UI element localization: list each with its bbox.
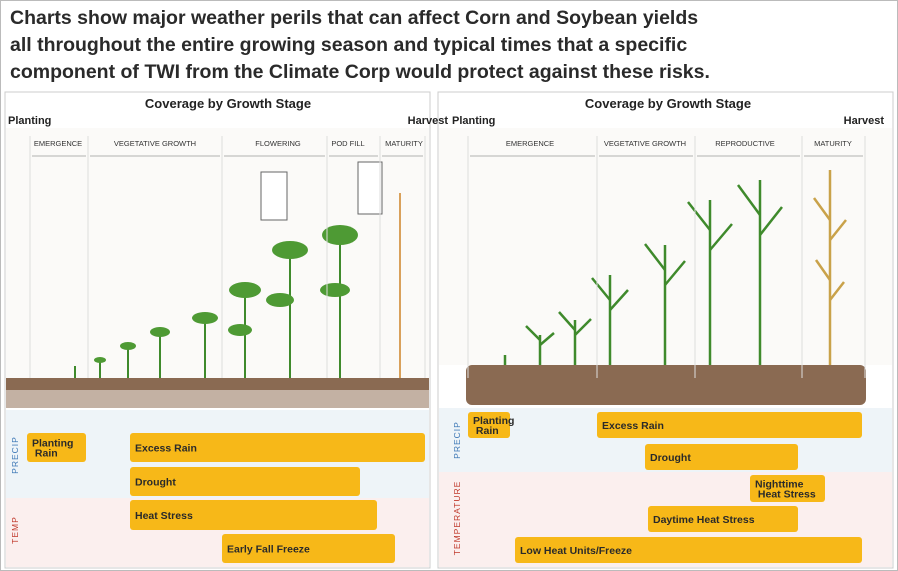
risk-label: Low Heat Units/Freeze xyxy=(520,545,632,557)
group-label: PRECIP xyxy=(10,436,20,474)
stage-label: EMERGENCE xyxy=(34,139,82,148)
start-label: Planting xyxy=(8,115,51,127)
stage-label: VEGETATIVE GROWTH xyxy=(114,139,196,148)
header-line: all throughout the entire growing season… xyxy=(10,34,687,56)
group-label: TEMPERATURE xyxy=(452,481,462,556)
stage-label: VEGETATIVE GROWTH xyxy=(604,139,686,148)
inset xyxy=(261,172,287,220)
risk-label: Excess Rain xyxy=(135,443,197,455)
stage-label: REPRODUCTIVE xyxy=(715,139,775,148)
inset xyxy=(358,162,382,214)
soil-shade xyxy=(6,390,429,408)
stage-label: EMERGENCE xyxy=(506,139,554,148)
soil xyxy=(466,365,866,405)
page: Charts show major weather perils that ca… xyxy=(0,0,898,571)
stage-label: MATURITY xyxy=(385,139,423,148)
panel-title: Coverage by Growth Stage xyxy=(585,96,751,111)
group-label: PRECIP xyxy=(452,421,462,459)
risk-label: Early Fall Freeze xyxy=(227,544,310,556)
group-label: TEMP xyxy=(10,516,20,544)
panel-title: Coverage by Growth Stage xyxy=(145,96,311,111)
risk-label: Heat Stress xyxy=(135,510,193,522)
risk-label: Excess Rain xyxy=(602,420,664,432)
risk-label: Daytime Heat Stress xyxy=(653,514,755,526)
end-label: Harvest xyxy=(844,115,885,127)
header-line: component of TWI from the Climate Corp w… xyxy=(10,61,710,83)
end-label: Harvest xyxy=(408,115,449,127)
header-line: Charts show major weather perils that ca… xyxy=(10,7,698,29)
start-label: Planting xyxy=(452,115,495,127)
stage-label: FLOWERING xyxy=(255,139,301,148)
risk-label: Drought xyxy=(650,452,691,464)
stage-label: POD FILL xyxy=(331,139,364,148)
stage-label: MATURITY xyxy=(814,139,852,148)
risk-label: Drought xyxy=(135,477,176,489)
